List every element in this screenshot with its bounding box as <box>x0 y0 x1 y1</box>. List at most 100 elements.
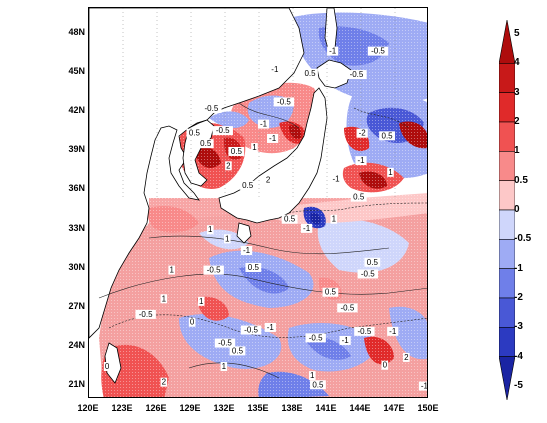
latitude-tick-label: 30N <box>68 261 85 272</box>
contour-value-label: -0.5 <box>346 70 367 80</box>
longitude-tick-label: 147E <box>383 403 405 413</box>
contour-value-label: 1 <box>168 265 176 275</box>
contour-value-label: -1 <box>330 174 342 184</box>
svg-text:-1: -1 <box>267 323 275 332</box>
contour-value-label: -1 <box>339 335 351 345</box>
svg-text:-0.5: -0.5 <box>139 310 153 319</box>
svg-text:0: 0 <box>105 362 110 371</box>
contour-value-label: 1 <box>197 296 205 306</box>
svg-text:-1: -1 <box>342 336 350 345</box>
svg-text:1: 1 <box>222 362 227 371</box>
svg-text:-0.5: -0.5 <box>341 303 355 312</box>
svg-text:-0.5: -0.5 <box>350 70 364 79</box>
longitude-tick-label: 129E <box>179 403 201 413</box>
colorbar-tick-label: 0.5 <box>514 174 528 186</box>
colorbar-swatch <box>499 297 515 328</box>
contour-value-label: -0.5 <box>354 326 375 336</box>
contour-value-label: 0.5 <box>322 287 339 297</box>
svg-text:-0.5: -0.5 <box>358 327 372 336</box>
contour-value-label: 0.5 <box>239 180 256 190</box>
colorbar-tick-label: -2 <box>514 292 523 303</box>
contour-labels: 0.5-0.5-1-1-0.5-0.5-0.5-0.5-1-10.50.50.5… <box>103 46 428 391</box>
svg-text:-1: -1 <box>421 382 428 391</box>
longitude-tick-label: 135E <box>247 403 269 413</box>
colorbar-swatch <box>499 63 515 93</box>
svg-text:2: 2 <box>162 378 167 387</box>
colorbar-tick-label: 2 <box>514 116 520 127</box>
svg-text:0: 0 <box>190 318 195 327</box>
contour-value-label: -0.5 <box>135 309 156 319</box>
colorbar-swatch <box>499 209 515 240</box>
longitude-tick-label: 144E <box>349 403 371 413</box>
contour-value-label: -1 <box>240 246 253 256</box>
latitude-tick-label: 36N <box>68 183 85 194</box>
svg-text:-1: -1 <box>303 224 311 233</box>
colorbar-swatch <box>499 356 515 400</box>
svg-text:1: 1 <box>208 225 213 234</box>
contour-value-label: -1 <box>418 381 428 391</box>
contour-value-label: -0.5 <box>212 126 233 136</box>
contour-value-label: 2 <box>160 377 168 387</box>
contour-value-label: 0 <box>188 317 196 327</box>
contour-value-label: 1 <box>206 225 214 235</box>
svg-text:1: 1 <box>170 266 175 275</box>
contour-value-label: 1 <box>387 167 394 177</box>
colorbar-swatch <box>499 239 515 269</box>
svg-text:2: 2 <box>266 176 271 185</box>
colorbar-tick-label: 3 <box>514 86 520 98</box>
contour-value-label: 0.5 <box>245 262 262 272</box>
contour-value-label: -0.5 <box>214 338 236 348</box>
svg-text:-1: -1 <box>333 174 341 183</box>
contour-value-label: 0.5 <box>350 192 367 202</box>
longitude-tick-label: 126E <box>145 403 167 413</box>
svg-text:-0.5: -0.5 <box>277 97 291 106</box>
colorbar-swatch <box>499 92 515 123</box>
svg-text:1: 1 <box>225 234 230 243</box>
colorbar-tick-label: -4 <box>514 350 523 362</box>
svg-text:1: 1 <box>388 168 393 177</box>
colorbar-swatch <box>499 20 515 64</box>
svg-text:0.5: 0.5 <box>367 258 379 267</box>
contour-value-label: -1 <box>327 46 339 56</box>
svg-text:1: 1 <box>162 294 167 303</box>
svg-text:0.5: 0.5 <box>232 346 244 355</box>
contour-value-label: -1 <box>269 64 281 74</box>
contour-value-label: 0.5 <box>379 131 395 141</box>
contour-value-label: 1 <box>160 294 168 304</box>
longitude-tick-label: 132E <box>213 403 235 413</box>
contour-value-label: -1 <box>355 156 367 166</box>
longitude-tick-label: 138E <box>281 403 303 413</box>
latitude-tick-label: 21N <box>68 378 85 389</box>
svg-text:1: 1 <box>252 143 257 152</box>
contour-value-label: -1 <box>387 326 399 336</box>
svg-text:-1: -1 <box>389 327 397 336</box>
svg-text:0.5: 0.5 <box>312 380 324 389</box>
contour-value-label: 2 <box>225 161 232 171</box>
svg-text:0.5: 0.5 <box>200 139 212 148</box>
longitude-tick-label: 123E <box>111 403 133 413</box>
svg-text:0.5: 0.5 <box>382 131 394 140</box>
contour-value-label: 1 <box>330 214 338 224</box>
svg-text:-0.5: -0.5 <box>205 104 219 113</box>
svg-text:-0.5: -0.5 <box>218 339 232 348</box>
svg-text:1: 1 <box>199 297 204 306</box>
contour-value-label: 1 <box>251 143 258 153</box>
latitude-tick-label: 42N <box>68 105 85 116</box>
contour-value-label: -0.5 <box>367 46 389 56</box>
latitude-tick-label: 27N <box>68 300 85 311</box>
latitude-tick-label: 45N <box>68 66 85 77</box>
svg-text:1: 1 <box>332 215 337 224</box>
svg-text:0.5: 0.5 <box>248 263 260 272</box>
contour-value-label: -0.5 <box>305 333 326 343</box>
contour-value-label: -0.5 <box>273 97 295 107</box>
map-panel: 0.5 -0.5 -1 -1 -0.5 -0.5 -0.5 -0.5 -1 -1 0.5 0.5 0.5… <box>88 7 428 398</box>
svg-text:0.5: 0.5 <box>242 181 254 190</box>
contour-value-label: 0.5 <box>281 214 298 224</box>
colorbar-tick-label: 5 <box>514 28 520 39</box>
colorbar-tick-label: 4 <box>514 57 520 69</box>
contour-value-label: 0 <box>381 360 389 370</box>
anomaly-map: 0.5-0.5-1-1-0.5-0.5-0.5-0.5-1-10.50.50.5… <box>89 8 428 397</box>
svg-text:0.5: 0.5 <box>231 147 243 156</box>
svg-text:-0.5: -0.5 <box>361 269 375 278</box>
colorbar-tick-label: -0.5 <box>514 233 532 245</box>
